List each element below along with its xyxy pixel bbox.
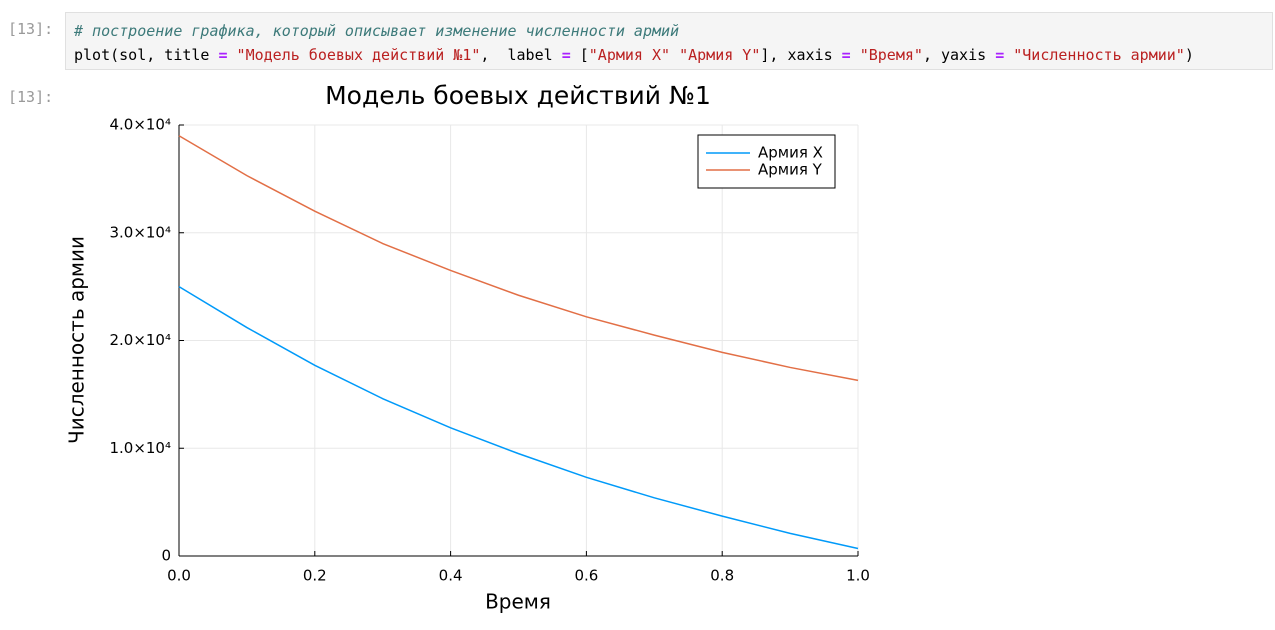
legend-box <box>697 134 836 189</box>
y-tick-label: 0 <box>161 547 171 565</box>
line-series <box>178 135 859 382</box>
code-token: "Армия X" "Армия Y" <box>588 46 761 64</box>
code-token: plot(sol, title <box>74 46 219 64</box>
code-line: plot(sol, title = "Модель боевых действи… <box>74 43 1264 67</box>
code-token: = <box>218 46 228 64</box>
code-token: "Время" <box>850 46 923 64</box>
x-tick-label: 0.4 <box>439 567 463 585</box>
code-token: [ <box>570 46 589 64</box>
input-prompt: [13]: <box>8 20 54 38</box>
chart-title: Модель боевых действий №1 <box>325 81 711 110</box>
y-tick-label: 1.0×10⁴ <box>109 439 171 457</box>
code-token: = <box>561 46 571 64</box>
legend-label: Армия Y <box>758 161 823 179</box>
code-token: = <box>841 46 851 64</box>
x-tick-label: 0.8 <box>710 567 734 585</box>
output-prompt: [13]: <box>8 88 54 106</box>
code-cell[interactable]: # построение графика, который описывает … <box>65 12 1273 70</box>
x-tick-label: 1.0 <box>846 567 870 585</box>
code-token: ) <box>1184 46 1194 64</box>
y-axis-label: Численность армии <box>65 236 89 444</box>
x-tick-label: 0.0 <box>167 567 191 585</box>
legend-label: Армия X <box>758 144 823 162</box>
code-comment: # построение графика, который описывает … <box>74 22 680 40</box>
y-tick-label: 3.0×10⁴ <box>109 223 171 241</box>
line-series <box>178 285 859 550</box>
x-tick-label: 0.6 <box>574 567 598 585</box>
x-axis-label: Время <box>485 590 551 614</box>
y-tick-label: 2.0×10⁴ <box>109 331 171 349</box>
code-token: , yaxis <box>922 46 996 64</box>
code-token: , label <box>480 46 562 64</box>
code-token: = <box>995 46 1005 64</box>
y-tick-label: 4.0×10⁴ <box>109 116 171 134</box>
x-tick-label: 0.2 <box>303 567 327 585</box>
code-token: ], xaxis <box>760 46 842 64</box>
code-token: "Модель боевых действий №1" <box>227 46 481 64</box>
code-token: "Численность армии" <box>1004 46 1185 64</box>
